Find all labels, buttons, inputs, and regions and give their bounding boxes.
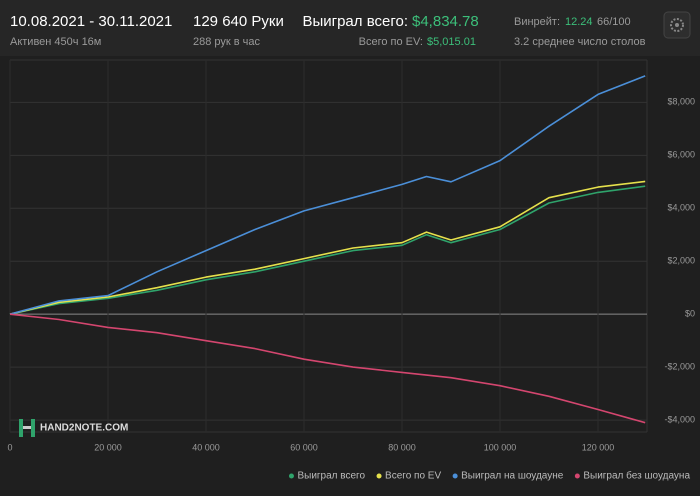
x-tick-label: 0 <box>7 442 12 452</box>
winrate-value: 12.24 <box>565 16 593 28</box>
legend-dot <box>574 473 580 479</box>
y-tick-label: $6,000 <box>667 150 695 160</box>
logo-bar <box>31 419 35 437</box>
series-line <box>9 75 646 315</box>
legend-dot <box>288 473 294 479</box>
ev-value: $5,015.01 <box>427 36 476 48</box>
y-tick-label: $4,000 <box>667 203 695 213</box>
logo-bar <box>23 426 31 429</box>
x-tick-label: 40 000 <box>192 442 220 452</box>
period: 10.08.2021 - 30.11.2021 <box>10 13 172 30</box>
active: Активен 450ч 16м <box>10 36 101 48</box>
gear-center <box>675 23 679 27</box>
y-tick-label: $2,000 <box>667 256 695 266</box>
legend: Выиграл без шоудауна Выиграл на шоудауне В… <box>288 470 690 482</box>
x-tick-label: 100 000 <box>484 442 517 452</box>
won-value: $4,834.78 <box>412 13 479 30</box>
x-tick-label: 20 000 <box>94 442 122 452</box>
header-bg <box>0 0 700 56</box>
logo-bar <box>19 419 23 437</box>
legend-dot <box>376 473 382 479</box>
legend-label: Выиграл без шоудауна <box>583 470 690 482</box>
legend-dot <box>452 473 458 479</box>
watermark: HAND2NOTE.COM <box>19 419 128 437</box>
legend-label: Выиграл всего <box>297 471 365 482</box>
ev-label: Всего по EV: <box>359 36 423 48</box>
hands: 129 640 Руки <box>193 13 284 30</box>
hands-per-hour: 288 рук в час <box>193 36 261 48</box>
x-tick-label: 120 000 <box>582 442 615 452</box>
series-line <box>9 313 646 424</box>
series-line <box>9 180 646 315</box>
winrate-label: Винрейт: <box>514 16 560 28</box>
won-label: Выиграл всего: <box>302 13 408 30</box>
y-tick-label: -$4,000 <box>664 414 695 424</box>
watermark-text: HAND2NOTE.COM <box>40 423 128 434</box>
y-tick-label: $0 <box>685 309 695 319</box>
x-tick-label: 80 000 <box>388 442 416 452</box>
series-line <box>9 185 646 315</box>
lines <box>9 75 646 424</box>
x-tick-label: 60 000 <box>290 442 318 452</box>
legend-label: Всего по EV <box>385 471 441 482</box>
legend-label: Выиграл на шоудауне <box>461 471 564 482</box>
tables: 3.2 среднее число столов <box>514 36 646 48</box>
winrate-unit: 66/100 <box>597 16 631 28</box>
y-tick-label: $8,000 <box>667 97 695 107</box>
y-tick-label: -$2,000 <box>664 362 695 372</box>
gear-icon <box>670 18 684 32</box>
